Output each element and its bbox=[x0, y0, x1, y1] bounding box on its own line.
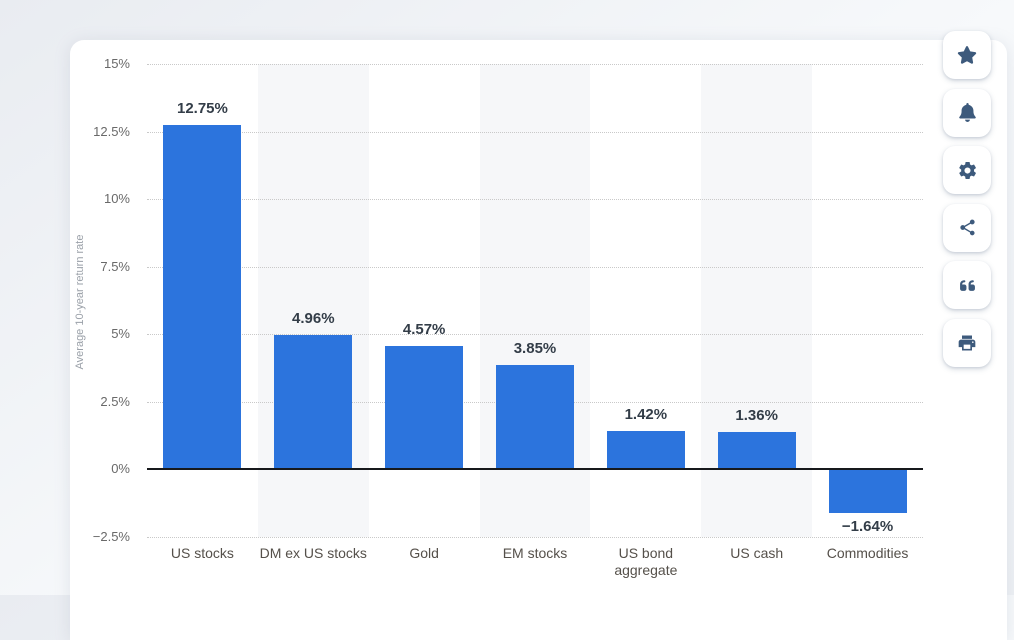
y-tick-label: −2.5% bbox=[92, 528, 130, 544]
bell-button[interactable] bbox=[943, 88, 991, 137]
bar[interactable] bbox=[828, 470, 907, 514]
share-button[interactable] bbox=[943, 203, 991, 252]
y-tick-label: 5% bbox=[111, 326, 130, 341]
x-category-label: EM stocks bbox=[502, 545, 568, 561]
gridline bbox=[147, 64, 923, 65]
quote-icon bbox=[959, 279, 975, 291]
bar[interactable] bbox=[385, 345, 464, 469]
x-category-label: DM ex US stocks bbox=[259, 545, 367, 561]
zero-axis-line bbox=[147, 468, 923, 470]
gridline bbox=[147, 266, 923, 268]
bar-chart: Average 10-year return rate 15% 12.5% 10% 7… bbox=[70, 40, 1007, 640]
bar[interactable] bbox=[717, 432, 796, 469]
y-tick-label: 2.5% bbox=[100, 393, 130, 409]
chart-toolbar bbox=[943, 31, 991, 367]
y-axis-title: Average 10-year return rate bbox=[74, 234, 86, 370]
bar-value-label: 3.85% bbox=[513, 340, 557, 358]
bar-value-label: −1.64% bbox=[841, 518, 894, 536]
y-tick-label: 10% bbox=[103, 191, 130, 206]
star-icon bbox=[957, 46, 977, 64]
y-tick-label: 12.5% bbox=[93, 123, 130, 139]
x-category-label: Commodities bbox=[826, 545, 909, 561]
bar[interactable] bbox=[163, 124, 242, 469]
bar[interactable] bbox=[496, 365, 574, 469]
x-category-label: US bond aggregate bbox=[614, 545, 678, 578]
bar-value-label: 12.75% bbox=[176, 99, 228, 117]
bell-icon bbox=[958, 103, 976, 122]
x-category-label: US cash bbox=[730, 545, 784, 561]
gridline bbox=[147, 334, 923, 335]
bar-value-label: 1.36% bbox=[735, 407, 778, 425]
gear-icon bbox=[958, 161, 976, 179]
star-button[interactable] bbox=[943, 31, 991, 79]
bar-value-label: 4.96% bbox=[292, 310, 335, 328]
chart-card: Average 10-year return rate 15% 12.5% 10% 7… bbox=[70, 40, 1007, 640]
x-category-label: Gold bbox=[409, 545, 439, 561]
printer-button[interactable] bbox=[943, 318, 991, 367]
share-icon bbox=[959, 219, 975, 236]
gridline bbox=[147, 131, 923, 133]
bar[interactable] bbox=[274, 335, 353, 469]
gear-button[interactable] bbox=[943, 146, 991, 194]
bar-value-label: 1.42% bbox=[624, 405, 668, 423]
printer-icon bbox=[958, 335, 976, 350]
x-category-label: US stocks bbox=[170, 545, 234, 561]
quote-button[interactable] bbox=[943, 261, 991, 309]
bar[interactable] bbox=[606, 430, 685, 469]
gridline bbox=[147, 199, 923, 200]
bar-value-label: 4.57% bbox=[402, 320, 446, 338]
y-tick-label: 7.5% bbox=[100, 258, 130, 274]
gridline bbox=[147, 536, 923, 538]
y-tick-label: 0% bbox=[111, 461, 130, 476]
y-tick-label: 15% bbox=[103, 56, 130, 71]
